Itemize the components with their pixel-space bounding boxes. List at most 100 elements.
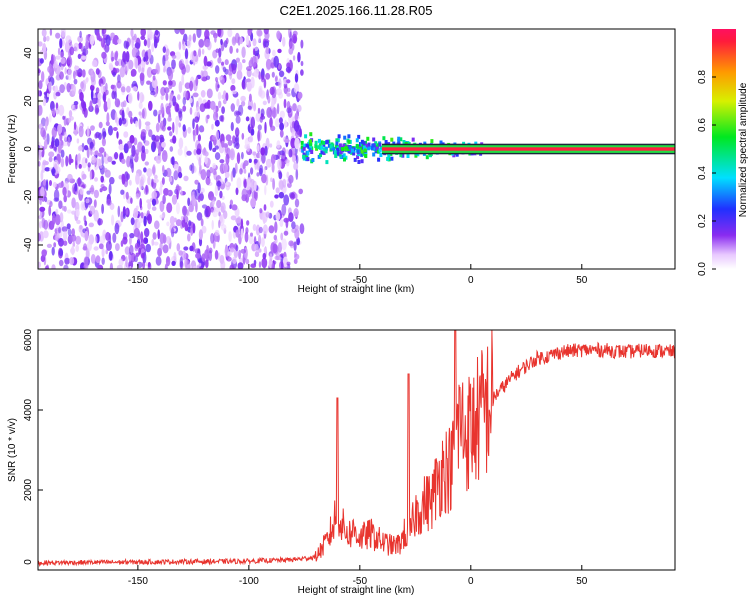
heatmap-noise-cell — [295, 154, 299, 165]
heatmap-cluster-cell — [318, 143, 322, 148]
heatmap-noise-cell — [259, 208, 263, 214]
heatmap-noise-cell — [236, 98, 240, 107]
heatmap-noise-cell — [239, 168, 243, 175]
heatmap-noise-cell — [121, 109, 125, 122]
heatmap-noise-cell — [171, 59, 176, 70]
heatmap-noise-cell — [81, 173, 87, 180]
heatmap-noise-cell — [195, 76, 199, 87]
heatmap-noise-cell — [151, 191, 158, 200]
heatmap-noise-cell — [54, 138, 60, 148]
heatmap-noise-cell — [38, 69, 41, 74]
heatmap-noise-cell — [182, 105, 187, 112]
heatmap-noise-cell — [143, 215, 147, 227]
heatmap-noise-cell — [229, 148, 235, 161]
heatmap-noise-cell — [297, 51, 301, 63]
heatmap-noise-cell — [58, 200, 63, 209]
heatmap-noise-cell — [42, 179, 47, 186]
heatmap-noise-cell — [73, 70, 76, 80]
heatmap-noise-cell — [38, 161, 41, 167]
heatmap-noise-cell — [169, 146, 174, 152]
heatmap-noise-cell — [178, 81, 183, 93]
heatmap-noise-cell — [265, 72, 271, 80]
heatmap-noise-cell — [276, 256, 282, 261]
heatmap-noise-cell — [291, 227, 297, 233]
heatmap-noise-cell — [264, 121, 267, 134]
heatmap-noise-cell — [292, 103, 297, 112]
heatmap-noise-cell — [231, 78, 236, 85]
heatmap-noise-cell — [210, 30, 216, 35]
heatmap-noise-cell — [38, 221, 42, 229]
heatmap-noise-cell — [159, 242, 163, 252]
heatmap-noise-cell — [231, 90, 237, 95]
heatmap-noise-cell — [138, 111, 142, 116]
heatmap-noise-cell — [137, 64, 142, 73]
heatmap-noise-cell — [263, 40, 270, 48]
heatmap-noise-cell — [54, 60, 58, 69]
heatmap-cluster-cell — [337, 134, 341, 139]
heatmap-cluster-cell — [356, 155, 360, 160]
heatmap-cluster-cell — [341, 147, 344, 152]
x-tick-label: -50 — [353, 576, 368, 587]
heatmap-noise-cell — [273, 55, 280, 68]
heatmap-noise-cell — [182, 215, 189, 224]
heatmap-noise-cell — [77, 35, 83, 43]
y-tick-label: -40 — [23, 237, 34, 252]
heatmap-noise-cell — [77, 145, 83, 152]
heatmap-noise-cell — [214, 152, 221, 161]
heatmap-noise-cell — [289, 192, 296, 200]
heatmap-noise-cell — [89, 100, 93, 112]
heatmap-noise-cell — [111, 56, 115, 62]
colorbar-tick-label: 0.0 — [697, 262, 708, 276]
heatmap-noise-cell — [171, 194, 178, 205]
heatmap-noise-cell — [88, 222, 95, 228]
heatmap-noise-cell — [192, 33, 196, 43]
heatmap-noise-cell — [212, 135, 217, 141]
heatmap-noise-cell — [94, 177, 98, 182]
heatmap-noise-cell — [248, 158, 252, 163]
heatmap-noise-cell — [108, 250, 113, 261]
heatmap-noise-cell — [79, 30, 82, 38]
heatmap-tone-core — [382, 147, 675, 151]
heatmap-noise-cell — [196, 212, 203, 221]
heatmap-noise-cell — [95, 255, 101, 264]
heatmap-noise-cell — [67, 68, 72, 81]
heatmap-noise-cell — [163, 87, 170, 94]
heatmap-cluster-cell — [397, 138, 401, 143]
heatmap-noise-cell — [122, 100, 127, 108]
spectrogram-x-label: Height of straight line (km) — [298, 284, 415, 295]
heatmap-noise-cell — [46, 243, 53, 248]
heatmap-noise-cell — [220, 61, 225, 66]
heatmap-noise-cell — [106, 198, 112, 206]
heatmap-noise-cell — [132, 86, 138, 92]
heatmap-noise-cell — [114, 60, 119, 66]
heatmap-noise-cell — [221, 140, 225, 148]
heatmap-noise-cell — [179, 29, 185, 35]
heatmap-noise-cell — [151, 206, 157, 211]
heatmap-noise-cell — [125, 256, 128, 268]
heatmap-noise-cell — [43, 161, 49, 166]
heatmap-noise-cell — [67, 117, 72, 123]
heatmap-cluster-cell — [317, 145, 320, 150]
heatmap-noise-cell — [39, 211, 43, 218]
heatmap-noise-cell — [274, 77, 278, 82]
heatmap-noise-cell — [133, 207, 139, 219]
heatmap-noise-cell — [228, 231, 232, 242]
heatmap-cluster-cell — [364, 143, 368, 148]
heatmap-noise-cell — [260, 108, 265, 117]
heatmap-noise-cell — [206, 88, 213, 99]
heatmap-noise-cell — [78, 42, 82, 50]
heatmap-noise-cell — [231, 63, 237, 75]
heatmap-noise-cell — [130, 217, 135, 226]
heatmap-noise-cell — [268, 225, 275, 234]
heatmap-noise-cell — [57, 143, 62, 154]
heatmap-noise-cell — [130, 117, 133, 125]
heatmap-noise-cell — [123, 64, 127, 72]
heatmap-noise-cell — [129, 244, 134, 256]
heatmap-noise-cell — [57, 123, 63, 135]
heatmap-noise-cell — [84, 220, 88, 227]
heatmap-noise-cell — [213, 111, 219, 122]
heatmap-noise-cell — [79, 225, 83, 230]
heatmap-noise-cell — [300, 60, 304, 67]
y-tick-label: 6000 — [23, 328, 34, 351]
heatmap-noise-cell — [232, 135, 236, 144]
